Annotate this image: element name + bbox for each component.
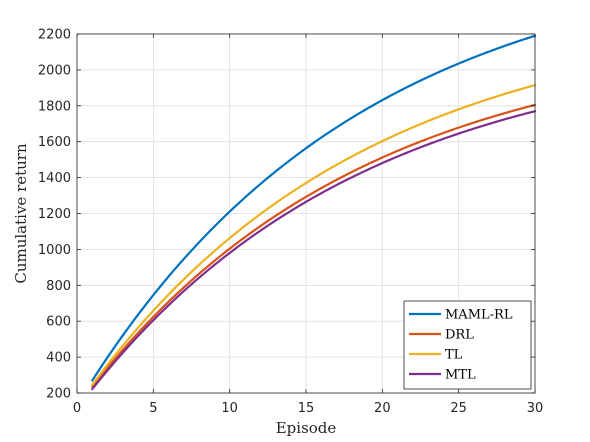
series-lines: [91, 34, 537, 391]
series-line-drl: [91, 103, 537, 388]
series-line-tl: [91, 84, 537, 387]
legend: MAML-RL DRL TL MTL: [403, 300, 532, 390]
x-tick-label: 0: [73, 401, 81, 416]
x-tick-label: 10: [221, 401, 238, 416]
y-tick-label: 400: [46, 351, 71, 366]
x-tick-label: 30: [527, 401, 544, 416]
legend-label: MAML-RL: [445, 308, 513, 323]
series-line-mtl: [91, 110, 537, 391]
y-tick-label: 800: [46, 279, 71, 294]
y-tick-label: 1400: [38, 171, 71, 186]
y-tick-label: 2200: [38, 28, 71, 43]
y-tick-label: 1800: [38, 99, 71, 114]
y-axis-label: Cumulative return: [12, 143, 30, 284]
legend-label: TL: [445, 348, 463, 363]
y-tick-label: 600: [46, 315, 71, 330]
tick-labels: 0 5 10 15 20 25 30 200 400 600 800 1000 1200 1400 1600…: [38, 28, 543, 417]
axis-ticks: [76, 33, 536, 394]
y-tick-label: 200: [46, 387, 71, 402]
x-tick-label: 25: [450, 401, 467, 416]
y-tick-label: 1000: [38, 243, 71, 258]
x-tick-label: 5: [149, 401, 157, 416]
legend-label: MTL: [445, 368, 476, 383]
x-axis-label: Episode: [276, 419, 337, 437]
legend-label: DRL: [445, 328, 474, 343]
x-tick-label: 20: [374, 401, 391, 416]
y-tick-label: 1200: [38, 207, 71, 222]
x-tick-label: 15: [298, 401, 315, 416]
y-tick-label: 1600: [38, 135, 71, 150]
y-tick-label: 2000: [38, 63, 71, 78]
series-line-maml-rl: [91, 34, 537, 382]
